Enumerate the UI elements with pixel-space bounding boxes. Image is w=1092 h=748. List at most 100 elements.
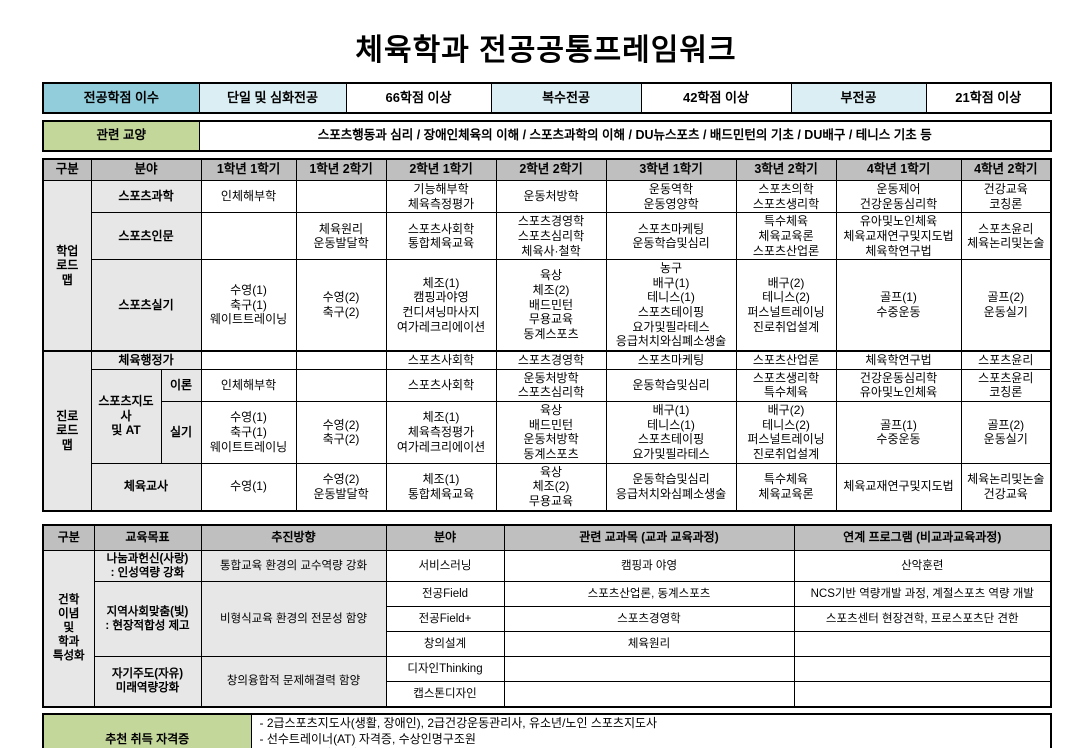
subfield-label: 이론: [160, 368, 202, 402]
programs-cell: 산악훈련: [793, 549, 1052, 582]
course-cell: 운동처방학 스포츠심리학: [495, 368, 607, 402]
programs-cell: [793, 630, 1052, 657]
credits-type-label: 복수전공: [490, 82, 642, 114]
course-cell: 스포츠마케팅: [605, 349, 737, 370]
course-cell: 체조(1) 통합체육교육: [385, 462, 497, 512]
course-cell: [295, 349, 387, 370]
course-cell: 스포츠의학 스포츠생리학: [735, 179, 837, 214]
course-cell: 배구(2) 테니스(2) 퍼스널트레이닝 진로취업설계: [735, 400, 837, 464]
course-cell: 스포츠경영학: [495, 349, 607, 370]
direction-cell: 창의융합적 문제해결력 함양: [200, 655, 387, 708]
column-header: 1학년 1학기: [200, 158, 297, 181]
course-cell: 수영(2) 축구(2): [295, 259, 387, 352]
column-header: 연계 프로그램 (비교과교육과정): [793, 524, 1052, 551]
credits-value: 21학점 이상: [925, 82, 1052, 114]
course-cell: 수영(1) 축구(1) 웨이트트레이닝: [200, 259, 297, 352]
column-header: 구분: [42, 524, 95, 551]
page-title: 체육학과 전공공통프레임워크: [355, 34, 737, 67]
goals-table: 구분 교육목표 추진방향 분야 관련 교과목 (교과 교육과정) 연계 프로그램…: [42, 523, 1052, 708]
subjects-cell: [503, 655, 795, 682]
field-label: 스포츠실기: [90, 259, 202, 352]
course-cell: 운동역학 운동영양학: [605, 179, 737, 214]
course-cell: 인체해부학: [200, 368, 297, 402]
course-cell: 운동처방학: [495, 179, 607, 214]
course-cell: 인체해부학: [200, 179, 297, 214]
field-label: 스포츠인문: [90, 212, 202, 261]
course-cell: 골프(1) 수중운동: [835, 400, 962, 464]
course-cell: 체육원리 운동발달학: [295, 212, 387, 261]
course-cell: 스포츠사회학: [385, 368, 497, 402]
goal-label: 자기주도(자유) 미래역량강화: [93, 655, 202, 708]
certificates-content: - 2급스포츠지도사(생활, 장애인), 2급건강운동관리사, 유소년/노인 스…: [250, 713, 1052, 748]
course-cell: 유아및노인체육 체육교재연구및지도법 체육학연구법: [835, 212, 962, 261]
column-header: 구분: [42, 158, 92, 181]
course-cell: 수영(2) 운동발달학: [295, 462, 387, 512]
course-cell: 수영(1): [200, 462, 297, 512]
course-cell: 골프(2) 운동실기: [960, 259, 1052, 352]
column-header: 4학년 1학기: [835, 158, 962, 181]
course-cell: 스포츠윤리 체육논리및논술: [960, 212, 1052, 261]
course-cell: 스포츠사회학: [385, 349, 497, 370]
course-cell: 체조(1) 캠핑과야영 컨디셔닝마사지 여가레크리에이션: [385, 259, 497, 352]
field-cell: 캡스톤디자인: [385, 680, 505, 708]
course-cell: [295, 179, 387, 214]
group-label-academic-roadmap: 학업 로드 맵: [42, 179, 92, 352]
course-cell: 골프(2) 운동실기: [960, 400, 1052, 464]
course-cell: 운동제어 건강운동심리학: [835, 179, 962, 214]
programs-cell: NCS기반 역량개발 과정, 계절스포츠 역량 개발: [793, 580, 1052, 607]
roadmap-table: 구분 분야 1학년 1학기 1학년 2학기 2학년 1학기 2학년 2학기 3학…: [42, 158, 1053, 512]
course-cell: 육상 체조(2) 무용교육: [495, 462, 607, 512]
course-cell: 기능해부학 체육측정평가: [385, 179, 497, 214]
subjects-cell: 스포츠경영학: [503, 605, 795, 632]
credits-type-label: 부전공: [790, 82, 927, 114]
course-cell: 스포츠생리학 특수체육: [735, 368, 837, 402]
field-label: 스포츠지도사 및 AT: [90, 368, 162, 464]
direction-cell: 통합교육 환경의 교수역량 강화: [200, 549, 387, 582]
course-cell: 배구(1) 테니스(1) 스포츠테이핑 요가및필라테스: [605, 400, 737, 464]
course-cell: 스포츠윤리 코칭론: [960, 368, 1052, 402]
certificates-header: 추천 취득 자격증: [42, 713, 252, 748]
liberal-arts-header: 관련 교양: [42, 120, 200, 152]
course-cell: 운동학습및심리: [605, 368, 737, 402]
field-label: 체육교사: [90, 462, 202, 512]
column-header: 1학년 2학기: [295, 158, 387, 181]
column-header: 분야: [90, 158, 202, 181]
course-cell: 수영(1) 축구(1) 웨이트트레이닝: [200, 400, 297, 464]
subjects-cell: 스포츠산업론, 동계스포츠: [503, 580, 795, 607]
credits-header: 전공학점 이수: [42, 82, 200, 114]
course-cell: 건강교육 코칭론: [960, 179, 1052, 214]
subjects-cell: [503, 680, 795, 708]
column-header: 3학년 2학기: [735, 158, 837, 181]
course-cell: 육상 배드민턴 운동처방학 동계스포츠: [495, 400, 607, 464]
field-label: 체육행정가: [90, 349, 202, 370]
direction-cell: 비형식교육 환경의 전문성 함양: [200, 580, 387, 657]
programs-cell: [793, 655, 1052, 682]
column-header: 추진방향: [200, 524, 387, 551]
course-cell: 수영(2) 축구(2): [295, 400, 387, 464]
liberal-arts-content: 스포츠행동과 심리 / 장애인체육의 이해 / 스포츠과학의 이해 / DU뉴스…: [198, 120, 1052, 152]
course-cell: 특수체육 체육교육론 스포츠산업론: [735, 212, 837, 261]
course-cell: 스포츠윤리: [960, 349, 1052, 370]
course-cell: 체육논리및논술 건강교육: [960, 462, 1052, 512]
course-cell: [295, 368, 387, 402]
field-cell: 창의설계: [385, 630, 505, 657]
programs-cell: [793, 680, 1052, 708]
course-cell: 스포츠마케팅 운동학습및심리: [605, 212, 737, 261]
field-label: 스포츠과학: [90, 179, 202, 214]
subfield-label: 실기: [160, 400, 202, 464]
course-cell: 배구(2) 테니스(2) 퍼스널트레이닝 진로취업설계: [735, 259, 837, 352]
course-cell: [200, 349, 297, 370]
course-cell: 건강운동심리학 유아및노인체육: [835, 368, 962, 402]
group-label-philosophy: 건학 이념 및 학과 특성화: [42, 549, 95, 708]
group-label-career-roadmap: 진로 로드 맵: [42, 349, 92, 512]
subjects-cell: 캠핑과 야영: [503, 549, 795, 582]
column-header: 분야: [385, 524, 505, 551]
field-cell: 전공Field+: [385, 605, 505, 632]
column-header: 3학년 1학기: [605, 158, 737, 181]
course-cell: 스포츠산업론: [735, 349, 837, 370]
programs-cell: 스포츠센터 현장견학, 프로스포츠단 견한: [793, 605, 1052, 632]
field-cell: 디자인Thinking: [385, 655, 505, 682]
credits-value: 66학점 이상: [345, 82, 492, 114]
column-header: 2학년 2학기: [495, 158, 607, 181]
